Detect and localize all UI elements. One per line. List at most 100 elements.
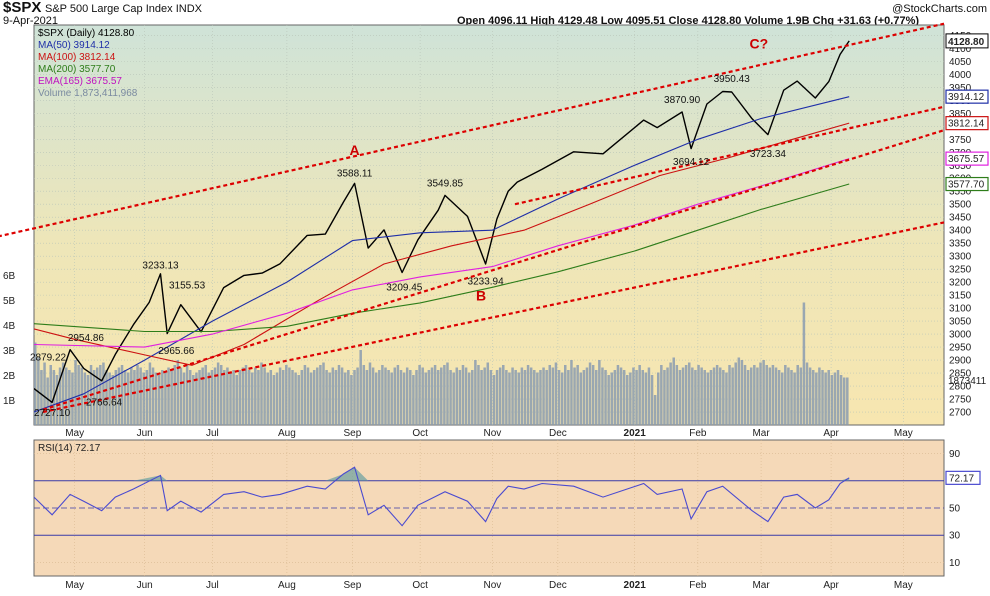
volume-bar [694,370,697,425]
volume-bar [626,375,629,425]
volume-bar [765,365,768,425]
rsi-x-tick-Jun: Jun [137,580,153,591]
volume-bar [387,370,390,425]
volume-bar [585,367,589,425]
volume-bar [687,362,691,425]
tag-magenta-box [945,151,989,166]
volume-bar [347,370,350,425]
volume-bar [660,365,663,425]
volume-bar [359,350,362,425]
wave-label-A: A [350,142,360,158]
volume-bar [108,372,111,425]
legend-ma100: MA(100) 3812.14 [38,52,116,63]
rsi-grid [34,440,944,576]
rsi-tick-90: 90 [949,449,961,460]
volume-bar [523,370,527,425]
trendlines [0,22,945,414]
volume-bar [130,367,133,425]
volume-bar [182,372,186,425]
volume-bar [520,367,524,425]
volume-bar [92,370,96,425]
volume-bar [443,365,446,425]
volume-bar [319,365,322,425]
x-tick-Jul: Jul [206,428,219,439]
exchange-text: INDX [176,3,203,15]
volume-bar [83,372,87,425]
volume-bar [536,372,539,425]
volume-bar [498,367,502,425]
volume-bar [725,372,728,425]
volume-bar [731,367,734,425]
volume-bar [622,370,626,425]
volume-bar [378,370,381,425]
index-subtitle-text: S&P 500 Large Cap Index [45,3,173,15]
symbol-title: $SPX [3,0,41,16]
ema165-line [34,158,850,348]
volume-bar [325,370,328,425]
volume-bar [607,375,610,425]
x-tick-Apr: Apr [823,428,839,439]
annotation-3950.43: 3950.43 [714,74,751,85]
volume-bar [312,370,316,425]
volume-bar [337,365,341,425]
volume-bar [808,367,812,425]
volume-bar [291,370,294,425]
rsi-x-tick-Aug: Aug [278,580,296,591]
volume-bar [157,375,161,425]
rsi-x-tick-Mar: Mar [752,580,770,591]
volume-bar [777,370,781,425]
volume-bar [58,367,62,425]
x-tick-Dec: Dec [549,428,567,439]
volume-bar [539,370,542,425]
volume-bar [753,365,756,425]
volume-bar [842,377,846,425]
volume-bar [666,367,669,425]
y-tick-3450: 3450 [949,213,972,224]
rsi-y-axis: 103050709072.17 [945,449,981,569]
volume-tick-3B: 3B [3,346,16,357]
volume-bar [774,367,778,425]
volume-bar [591,365,595,425]
volume-bar [709,370,713,425]
volume-bar [557,370,561,425]
volume-bar [409,370,412,425]
volume-bar [678,370,682,425]
volume-bar [176,360,180,425]
volume-bar [297,375,300,425]
watermark: @StockCharts.com [892,3,987,15]
rsi-x-tick-Jul: Jul [206,580,219,591]
rsi-x-tick-Nov: Nov [483,580,501,591]
volume-bar [64,367,68,425]
volume-bar [449,370,452,425]
volume-bar [247,370,251,425]
legend: $SPX (Daily) 4128.80 MA(50) 3914.12 MA(1… [38,28,138,99]
legend-rsi: RSI(14) 72.17 [38,443,101,454]
volume-bar [123,370,127,425]
volume-bar [272,375,276,425]
volume-bar [749,367,753,425]
rsi-x-tick-Sep: Sep [343,580,361,591]
volume-bar [396,365,400,425]
volume-bar [322,362,325,425]
volume-bar [303,365,307,425]
volume-bar [461,365,465,425]
volume-bar [802,302,806,425]
volume-bar [185,365,189,425]
volume-bar [405,367,409,425]
volume-bar [564,365,567,425]
volume-bar [126,372,130,425]
volume-bar [595,370,598,425]
volume-bar [706,372,710,425]
volume-bar [533,370,536,425]
y-tick-3050: 3050 [949,317,972,328]
price-line [34,40,850,404]
volume-bar [288,367,291,425]
x-tick-Feb: Feb [689,428,707,439]
volume-bar [787,367,790,425]
volume-bar [805,362,809,425]
volume-bar [306,367,310,425]
volume-bar [675,365,679,425]
volume-bar [164,372,167,425]
annotation-2766.64: 2766.64 [86,398,123,409]
volume-bar [427,370,431,425]
